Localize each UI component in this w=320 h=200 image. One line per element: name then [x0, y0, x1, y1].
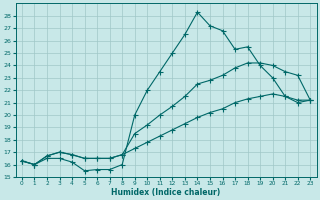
X-axis label: Humidex (Indice chaleur): Humidex (Indice chaleur): [111, 188, 221, 197]
